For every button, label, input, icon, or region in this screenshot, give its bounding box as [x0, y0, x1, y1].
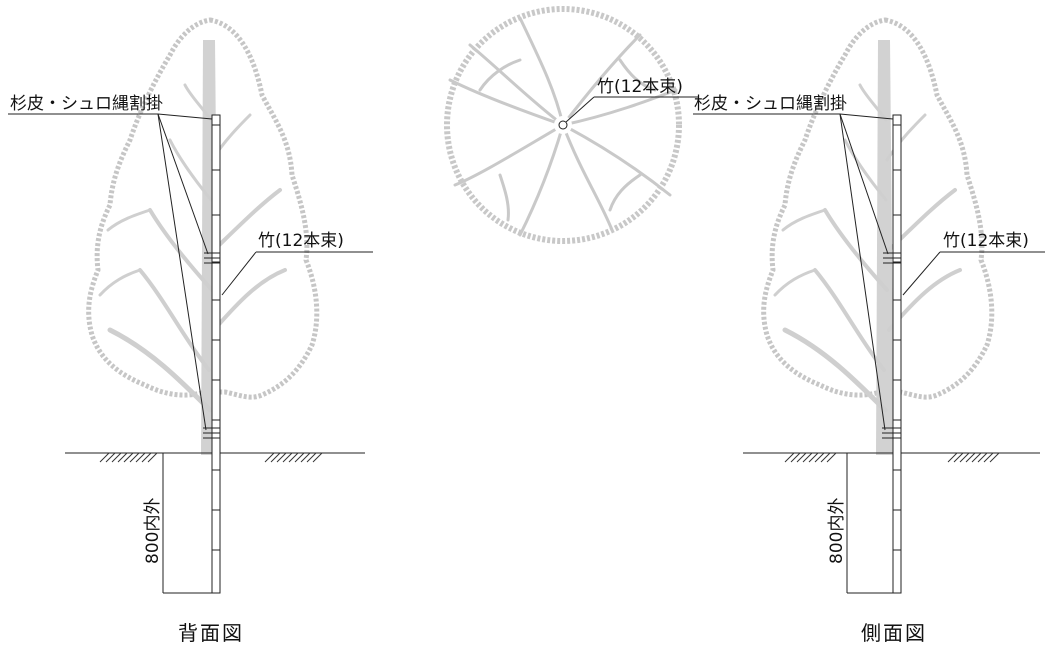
bindings-right	[882, 252, 901, 439]
plan-view: 竹(12本束)	[444, 6, 698, 244]
binding-leader-left	[8, 113, 213, 431]
ground-hatch-left-2	[264, 452, 323, 463]
back-view-elevation: 杉皮・シュロ縄割掛 竹(12本束) 800内外 背面図	[8, 17, 373, 645]
bamboo-pole-left	[211, 114, 221, 594]
tree-silhouette-right	[761, 17, 995, 455]
bamboo-pole-right	[892, 114, 902, 594]
bamboo-label-left: 竹(12本束)	[258, 231, 344, 251]
depth-dimension-left	[162, 453, 214, 594]
bamboo-label-right: 竹(12本束)	[943, 231, 1029, 251]
side-view-caption: 側面図	[861, 621, 927, 645]
depth-label-right: 800内外	[827, 498, 847, 564]
binding-label-right: 杉皮・シュロ縄割掛	[694, 94, 847, 114]
bamboo-label-plan: 竹(12本束)	[597, 77, 683, 97]
ground-hatch-left-1	[99, 452, 158, 463]
binding-leader-right	[693, 113, 894, 431]
bamboo-leader-right	[902, 251, 1045, 296]
ground-hatch-right-1	[784, 452, 837, 463]
plan-branches	[448, 16, 678, 237]
depth-dimension-right	[846, 453, 895, 594]
binding-label-left: 杉皮・シュロ縄割掛	[10, 94, 163, 114]
plan-bamboo-marker	[558, 120, 568, 130]
depth-label-left: 800内外	[143, 498, 163, 564]
side-view-elevation: 杉皮・シュロ縄割掛 竹(12本束) 800内外 側面図	[693, 17, 1045, 645]
bamboo-leader-plan	[565, 96, 698, 123]
ground-line-right	[743, 452, 1040, 463]
bamboo-leader-left	[221, 251, 373, 296]
back-view-caption: 背面図	[178, 621, 244, 645]
ground-hatch-right-2	[947, 452, 1000, 463]
